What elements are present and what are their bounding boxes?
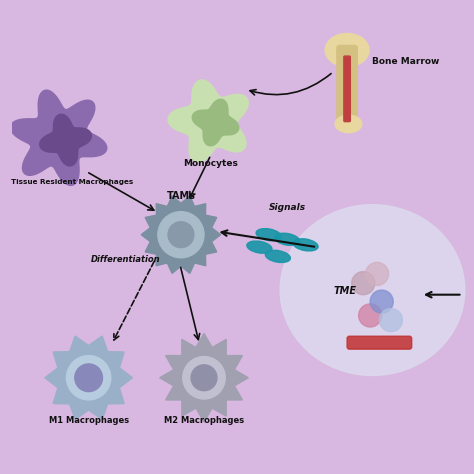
Circle shape: [168, 222, 194, 247]
Text: Monocytes: Monocytes: [183, 159, 238, 168]
Text: TME: TME: [333, 286, 356, 296]
Polygon shape: [168, 80, 248, 162]
FancyArrowPatch shape: [89, 173, 154, 210]
Circle shape: [183, 356, 225, 399]
Text: Signals: Signals: [269, 202, 306, 211]
Ellipse shape: [247, 241, 272, 253]
Circle shape: [370, 290, 393, 313]
Text: TAMs: TAMs: [166, 191, 195, 201]
Ellipse shape: [274, 233, 300, 246]
Circle shape: [66, 356, 111, 400]
Polygon shape: [192, 99, 239, 146]
Polygon shape: [40, 114, 91, 166]
FancyBboxPatch shape: [347, 336, 412, 349]
Circle shape: [359, 304, 382, 327]
FancyArrowPatch shape: [190, 157, 210, 198]
Circle shape: [75, 364, 102, 392]
FancyArrowPatch shape: [426, 292, 460, 298]
Text: M2 Macrophages: M2 Macrophages: [164, 416, 244, 425]
Polygon shape: [45, 336, 133, 419]
Circle shape: [365, 263, 389, 285]
Circle shape: [158, 211, 204, 258]
FancyBboxPatch shape: [337, 46, 357, 128]
Text: M1 Macrophages: M1 Macrophages: [48, 416, 129, 425]
FancyBboxPatch shape: [344, 56, 350, 122]
Ellipse shape: [265, 250, 291, 263]
Polygon shape: [160, 333, 248, 422]
FancyArrowPatch shape: [114, 261, 155, 340]
Circle shape: [191, 365, 217, 391]
Ellipse shape: [280, 205, 465, 375]
FancyArrowPatch shape: [221, 230, 314, 247]
Polygon shape: [141, 196, 220, 273]
Circle shape: [379, 309, 402, 332]
Ellipse shape: [335, 115, 362, 133]
Circle shape: [352, 272, 375, 295]
Ellipse shape: [293, 239, 318, 251]
Text: Bone Marrow: Bone Marrow: [373, 57, 440, 66]
Text: Tissue Resident Macrophages: Tissue Resident Macrophages: [11, 179, 134, 185]
Polygon shape: [10, 90, 107, 185]
Ellipse shape: [256, 228, 281, 241]
Ellipse shape: [325, 34, 369, 67]
FancyArrowPatch shape: [181, 267, 200, 339]
Text: Differentiation: Differentiation: [91, 255, 160, 264]
FancyArrowPatch shape: [250, 73, 331, 95]
